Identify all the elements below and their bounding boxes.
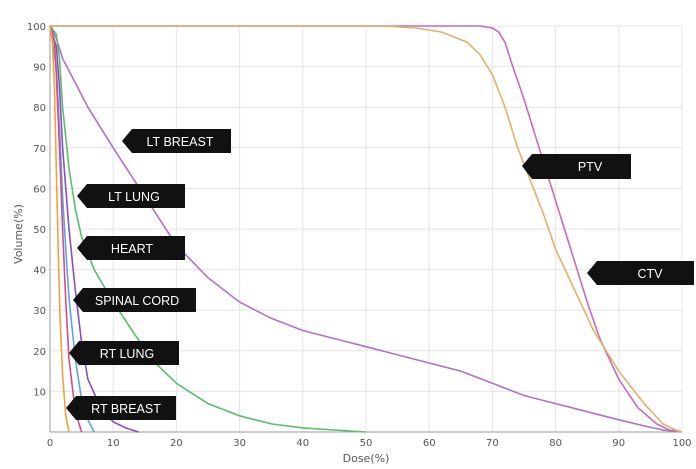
series-line-rt-breast xyxy=(49,25,70,433)
y-tick-label: 30 xyxy=(33,306,46,317)
series-line-heart xyxy=(49,25,139,433)
x-tick-label: 90 xyxy=(612,438,625,449)
y-axis-title: Volume(%) xyxy=(12,204,25,264)
y-tick-label: 40 xyxy=(33,266,46,277)
x-tick-label: 80 xyxy=(549,438,562,449)
series-line-ctv xyxy=(50,25,683,433)
series-line-lt-breast xyxy=(49,25,683,433)
callout-lt-lung-label: LT LUNG xyxy=(108,190,160,204)
x-tick-label: 100 xyxy=(672,438,691,449)
x-tick-label: 30 xyxy=(233,438,246,449)
x-tick-label: 0 xyxy=(47,438,53,449)
callout-ctv: CTV xyxy=(587,261,694,285)
grid xyxy=(49,25,683,432)
x-tick-label: 50 xyxy=(360,438,373,449)
y-tick-label: 80 xyxy=(33,103,46,114)
y-tick-label: 20 xyxy=(33,347,46,358)
callout-rt-lung: RT LUNG xyxy=(69,341,179,365)
callout-spinal-cord: SPINAL CORD xyxy=(73,288,196,312)
callout-lt-breast-label: LT BREAST xyxy=(147,135,214,149)
x-tick-label: 70 xyxy=(486,438,499,449)
y-tick-label: 90 xyxy=(33,63,46,74)
x-tick-label: 20 xyxy=(170,438,183,449)
callout-rt-breast: RT BREAST xyxy=(66,396,176,420)
x-tick-label: 10 xyxy=(107,438,120,449)
x-tick-labels: 0 10 20 30 40 50 60 70 80 90 100 xyxy=(47,438,692,449)
series-line-lt-lung xyxy=(49,25,367,433)
y-tick-label: 10 xyxy=(33,387,46,398)
callout-heart: HEART xyxy=(77,236,185,260)
callout-ptv-label: PTV xyxy=(578,160,603,174)
y-tick-label: 100 xyxy=(27,22,46,33)
callout-ptv: PTV xyxy=(522,154,631,179)
y-tick-label: 60 xyxy=(33,184,46,195)
callout-lt-breast: LT BREAST xyxy=(122,129,231,153)
x-tick-label: 40 xyxy=(296,438,309,449)
y-tick-labels: 10 20 30 40 50 60 70 80 90 100 xyxy=(27,22,46,398)
series-line-rt-lung xyxy=(49,25,83,433)
y-tick-label: 70 xyxy=(33,144,46,155)
callout-rt-lung-label: RT LUNG xyxy=(100,347,154,361)
callout-rt-breast-label: RT BREAST xyxy=(91,402,161,416)
callout-lt-lung: LT LUNG xyxy=(77,184,185,208)
callout-ctv-label: CTV xyxy=(638,267,664,281)
callout-heart-label: HEART xyxy=(111,242,154,256)
x-tick-label: 60 xyxy=(423,438,436,449)
y-tick-label: 50 xyxy=(33,225,46,236)
callout-spinal-cord-label: SPINAL CORD xyxy=(95,294,179,308)
x-axis-title: Dose(%) xyxy=(343,452,390,464)
